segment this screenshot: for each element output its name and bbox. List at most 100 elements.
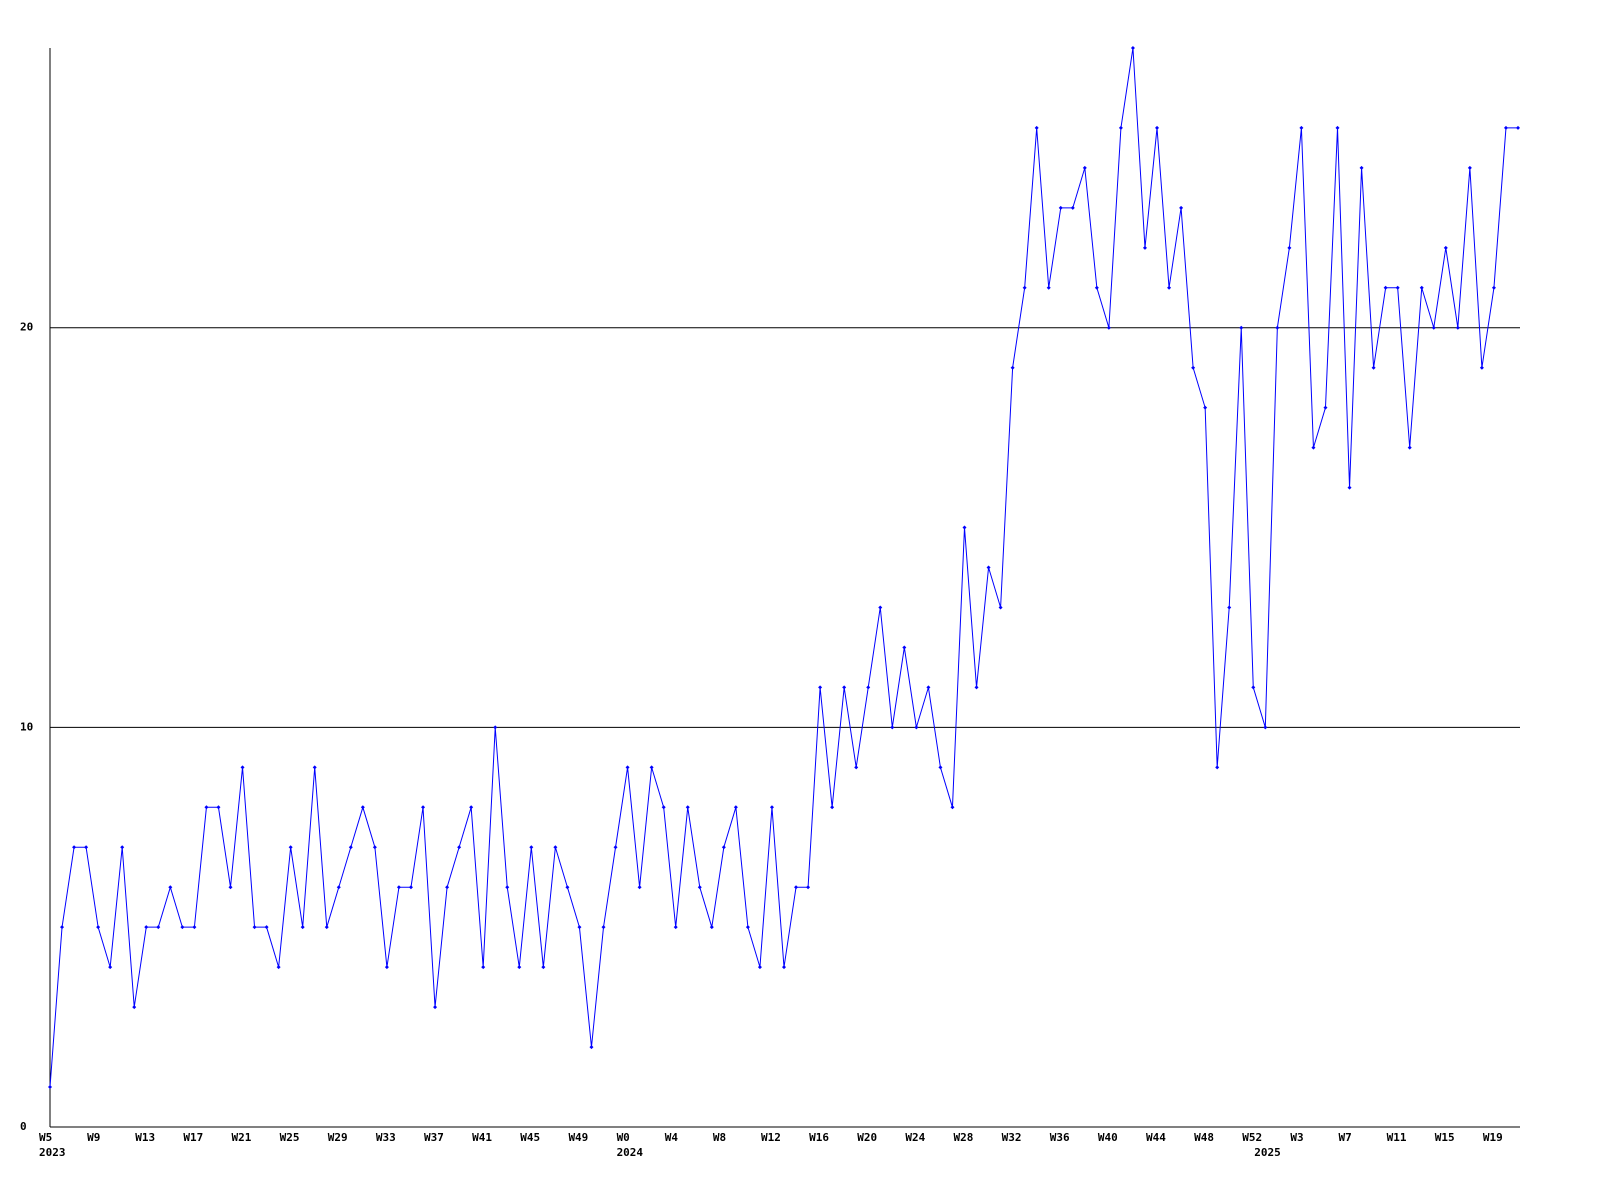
x-tick-label: W25 <box>280 1131 300 1144</box>
point <box>481 965 486 970</box>
point <box>769 805 774 810</box>
point <box>878 605 883 610</box>
x-tick-label: W29 <box>328 1131 348 1144</box>
point <box>336 885 341 890</box>
point <box>421 805 426 810</box>
point <box>1070 205 1075 210</box>
point <box>445 885 450 890</box>
point <box>132 1005 137 1010</box>
point <box>144 925 149 930</box>
series-line <box>49 47 1518 1088</box>
point <box>1263 725 1268 730</box>
point <box>505 885 510 890</box>
x-tick-label: W7 <box>1339 1131 1352 1144</box>
point <box>1299 125 1304 130</box>
point <box>457 845 462 850</box>
point <box>1118 125 1123 130</box>
point <box>709 925 714 930</box>
point <box>673 925 678 930</box>
point <box>613 845 618 850</box>
point <box>1347 485 1352 490</box>
point <box>1383 285 1388 290</box>
point <box>565 885 570 890</box>
point <box>806 885 811 890</box>
point <box>1130 46 1135 50</box>
x-tick-label: W48 <box>1194 1131 1214 1144</box>
x-tick-label: W3 <box>1290 1131 1303 1144</box>
point <box>1082 165 1087 170</box>
point <box>1167 285 1172 290</box>
point <box>914 725 919 730</box>
point <box>324 925 329 930</box>
x-tick-label: W11 <box>1387 1131 1407 1144</box>
point <box>1142 245 1147 250</box>
x-tick-label: W24 <box>905 1131 925 1144</box>
point <box>733 805 738 810</box>
point <box>529 845 534 850</box>
point <box>1287 245 1292 250</box>
point <box>60 925 65 930</box>
point <box>312 765 317 770</box>
point <box>348 845 353 850</box>
point <box>1516 125 1520 130</box>
point <box>842 685 847 690</box>
point <box>372 845 377 850</box>
point <box>517 965 522 970</box>
x-tick-label: W17 <box>183 1131 203 1144</box>
point <box>1431 325 1436 330</box>
point <box>553 845 558 850</box>
point <box>72 845 77 850</box>
point <box>360 805 365 810</box>
point <box>396 885 401 890</box>
x-tick-label: W12 <box>761 1131 781 1144</box>
x-tick-label: W45 <box>520 1131 540 1144</box>
point <box>577 925 582 930</box>
point <box>1491 285 1496 290</box>
point <box>1203 405 1208 410</box>
point <box>902 645 907 650</box>
x-tick-label: W9 <box>87 1131 100 1144</box>
y-tick-label: 0 <box>20 1120 27 1133</box>
point <box>1046 285 1051 290</box>
point <box>782 965 786 970</box>
point <box>818 685 823 690</box>
point <box>745 925 750 930</box>
point <box>408 885 413 890</box>
point <box>541 965 546 970</box>
point <box>493 725 498 730</box>
point <box>830 805 835 810</box>
year-label: 2023 <box>39 1146 66 1159</box>
point <box>866 685 871 690</box>
x-tick-label: W36 <box>1050 1131 1070 1144</box>
x-tick-label: W0 <box>617 1131 630 1144</box>
point <box>1467 165 1472 170</box>
x-tick-label: W15 <box>1435 1131 1455 1144</box>
point <box>1503 125 1508 130</box>
point <box>637 885 642 890</box>
x-tick-label: W32 <box>1002 1131 1022 1144</box>
point <box>1443 245 1448 250</box>
point <box>1155 125 1160 130</box>
point <box>1239 325 1244 330</box>
point <box>252 925 257 930</box>
x-tick-label: W16 <box>809 1131 829 1144</box>
point <box>794 885 799 890</box>
point <box>1058 205 1063 210</box>
x-tick-label: W49 <box>568 1131 588 1144</box>
point <box>950 805 955 810</box>
point <box>1215 765 1220 770</box>
point <box>48 1085 52 1090</box>
point <box>962 525 967 530</box>
point <box>1323 405 1328 410</box>
x-tick-label: W13 <box>135 1131 155 1144</box>
x-tick-label: W19 <box>1483 1131 1503 1144</box>
point <box>469 805 474 810</box>
point <box>240 765 245 770</box>
point <box>757 965 762 970</box>
point <box>192 925 197 930</box>
point <box>1335 125 1340 130</box>
x-tick-label: W21 <box>232 1131 252 1144</box>
point <box>1479 365 1484 370</box>
point <box>721 845 726 850</box>
